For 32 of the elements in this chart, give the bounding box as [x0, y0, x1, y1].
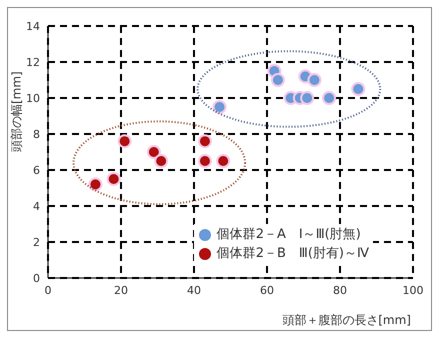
legend-label: 個体群2－B Ⅲ(肘有)～Ⅳ [216, 245, 369, 263]
point [118, 134, 132, 148]
point [322, 91, 336, 105]
point [351, 82, 366, 96]
x-tick-label: 0 [44, 284, 52, 297]
point [307, 73, 322, 87]
y-tick-label: 14 [26, 20, 40, 33]
point [270, 73, 285, 87]
x-tick-label: 80 [333, 284, 347, 297]
point [88, 177, 102, 192]
point [212, 100, 227, 114]
y-tick-label: 12 [26, 56, 40, 69]
point [300, 91, 314, 105]
legend-label: 個体群2－A Ⅰ～Ⅲ(肘無) [216, 226, 361, 244]
point [198, 134, 212, 148]
y-tick-label: 10 [26, 92, 40, 105]
y-tick-label: 6 [33, 164, 40, 177]
point [216, 154, 230, 168]
y-tick-label: 8 [33, 128, 40, 141]
x-tick-label: 40 [187, 284, 201, 297]
y-axis-title: 頭部の幅[mm] [9, 71, 24, 152]
point [198, 154, 212, 168]
point [106, 172, 121, 186]
x-tick-label: 60 [260, 284, 274, 297]
y-tick-label: 0 [33, 272, 40, 285]
x-tick-label: 20 [114, 284, 128, 297]
y-tick-label: 2 [33, 236, 40, 249]
point [146, 145, 161, 159]
x-tick-label: 100 [402, 284, 424, 297]
y-tick-label: 4 [33, 200, 40, 213]
x-axis-title: 頭部＋腹部の長さ[mm] [282, 313, 411, 327]
point [154, 154, 168, 168]
